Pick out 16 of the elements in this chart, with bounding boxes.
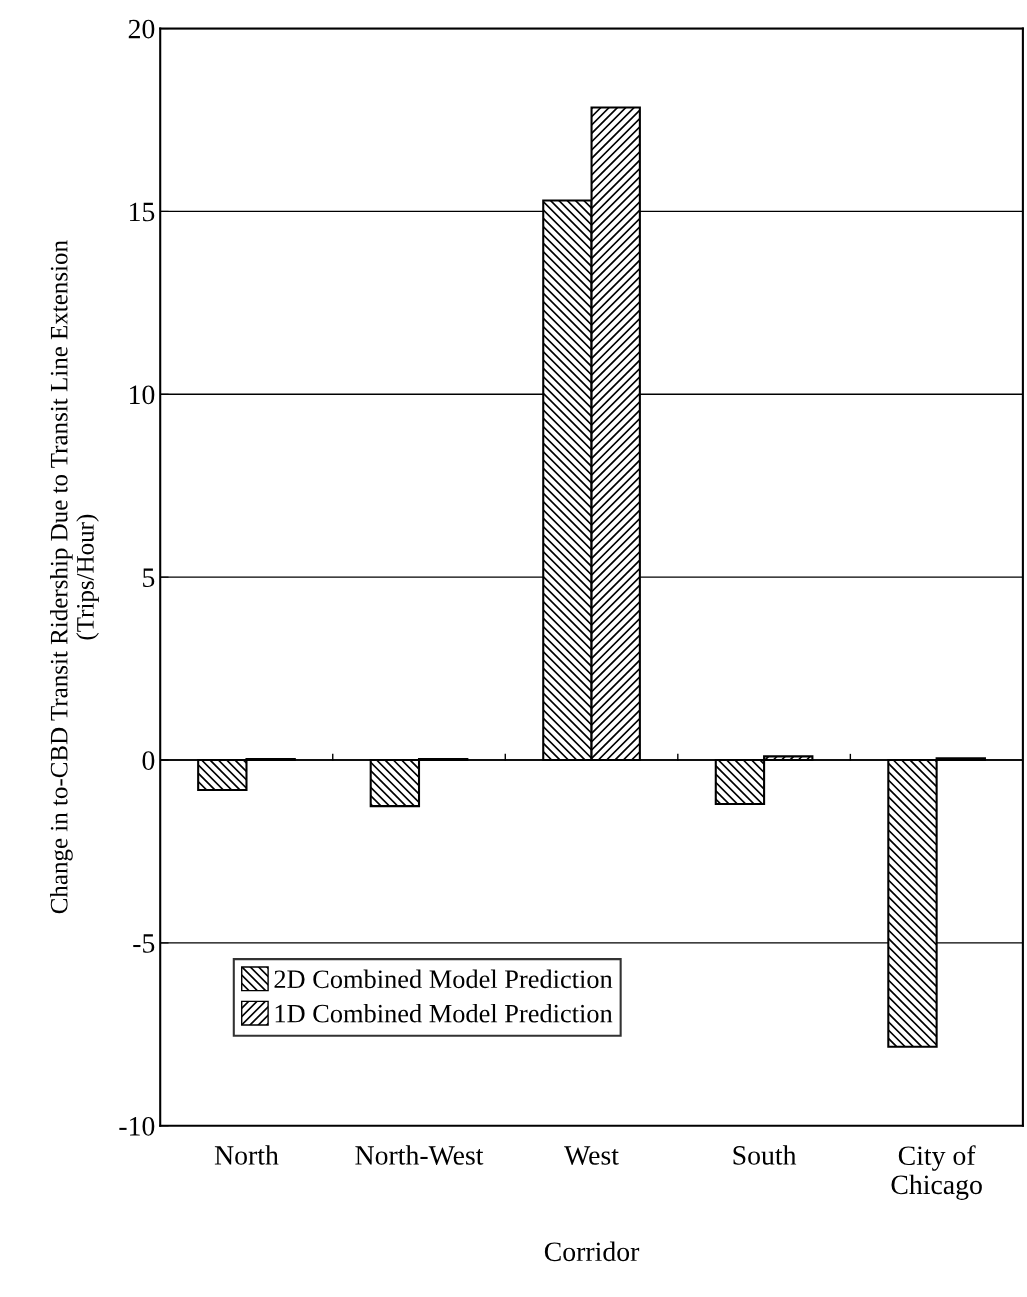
x-axis-title: Corridor bbox=[544, 1241, 640, 1262]
x-tick-label: South bbox=[733, 1145, 797, 1165]
x-tick-label: North-West bbox=[355, 1145, 484, 1165]
y-axis-title: Change in to-CBD Transit Ridership Due to Transit Line Extension (Trips/Hour) bbox=[50, 240, 99, 914]
y-tick-label: -5 bbox=[133, 934, 155, 953]
y-tick-label: 20 bbox=[128, 19, 155, 39]
y-tick-label: -10 bbox=[119, 1116, 155, 1136]
x-tick-label: City of Chicago bbox=[891, 1145, 982, 1200]
y-tick-label: 15 bbox=[130, 202, 155, 222]
legend-label: 2D Combined Model Prediction bbox=[274, 969, 613, 989]
legend-label: 1D Combined Model Prediction bbox=[275, 1003, 613, 1023]
y-tick-label: 5 bbox=[143, 568, 155, 588]
x-tick-label: North bbox=[214, 1145, 279, 1165]
y-tick-label: 0 bbox=[142, 751, 155, 770]
y-tick-label: 10 bbox=[130, 385, 155, 405]
x-tick-label: West bbox=[564, 1146, 619, 1165]
